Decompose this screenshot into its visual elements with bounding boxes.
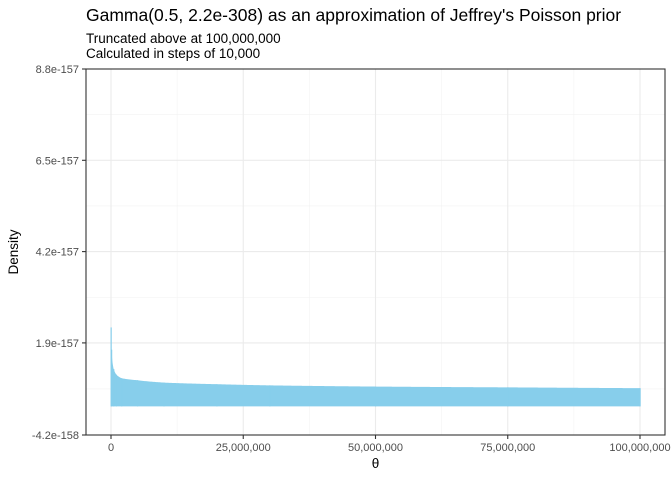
y-tick-label: 6.5e-157 xyxy=(36,155,79,167)
y-tick-label: -4.2e-158 xyxy=(32,430,79,442)
y-tick: 1.9e-157 xyxy=(36,338,86,350)
density-series xyxy=(110,327,641,407)
x-tick: 25,000,000 xyxy=(216,435,271,454)
y-tick-label: 1.9e-157 xyxy=(36,338,79,350)
y-tick-label: 4.2e-157 xyxy=(36,247,79,259)
x-tick: 75,000,000 xyxy=(480,435,535,454)
y-tick-label: 8.8e-157 xyxy=(36,64,79,76)
x-tick-label: 25,000,000 xyxy=(216,442,271,454)
y-tick: 6.5e-157 xyxy=(36,155,86,167)
density-area xyxy=(111,327,641,407)
y-tick: -4.2e-158 xyxy=(32,430,86,442)
density-bar xyxy=(375,386,377,407)
y-tick: 8.8e-157 xyxy=(36,64,86,76)
x-tick: 0 xyxy=(108,435,114,454)
chart-title: Gamma(0.5, 2.2e-308) as an approximation… xyxy=(86,5,622,25)
density-bar xyxy=(113,369,115,407)
density-bar xyxy=(163,382,165,407)
x-tick-label: 75,000,000 xyxy=(480,442,535,454)
density-bar xyxy=(121,378,123,407)
x-axis-label: θ xyxy=(372,456,380,471)
density-bar xyxy=(269,385,271,407)
density-bar xyxy=(136,380,139,407)
y-axis: -4.2e-158 1.9e-157 4.2e-157 6.5e-157 8.8e-15… xyxy=(32,64,86,442)
y-tick: 4.2e-157 xyxy=(36,247,86,259)
density-bar xyxy=(639,388,641,407)
density-bar xyxy=(111,349,113,407)
x-tick-label: 0 xyxy=(108,442,114,454)
chart-subtitle-line-1: Truncated above at 100,000,000 xyxy=(86,31,281,46)
x-tick: 50,000,000 xyxy=(348,435,403,454)
x-tick-label: 100,000,000 xyxy=(609,442,670,454)
x-tick: 100,000,000 xyxy=(609,435,671,454)
y-axis-label: Density xyxy=(6,229,21,274)
major-grid xyxy=(86,68,665,436)
x-tick-label: 50,000,000 xyxy=(348,442,403,454)
chart-subtitle-line-2: Calculated in steps of 10,000 xyxy=(86,46,261,61)
density-bar xyxy=(216,384,218,407)
x-axis: 0 25,000,000 50,000,000 75,000,000 100,000,0… xyxy=(108,435,671,454)
density-bar xyxy=(115,374,117,407)
density-bar xyxy=(507,387,509,407)
